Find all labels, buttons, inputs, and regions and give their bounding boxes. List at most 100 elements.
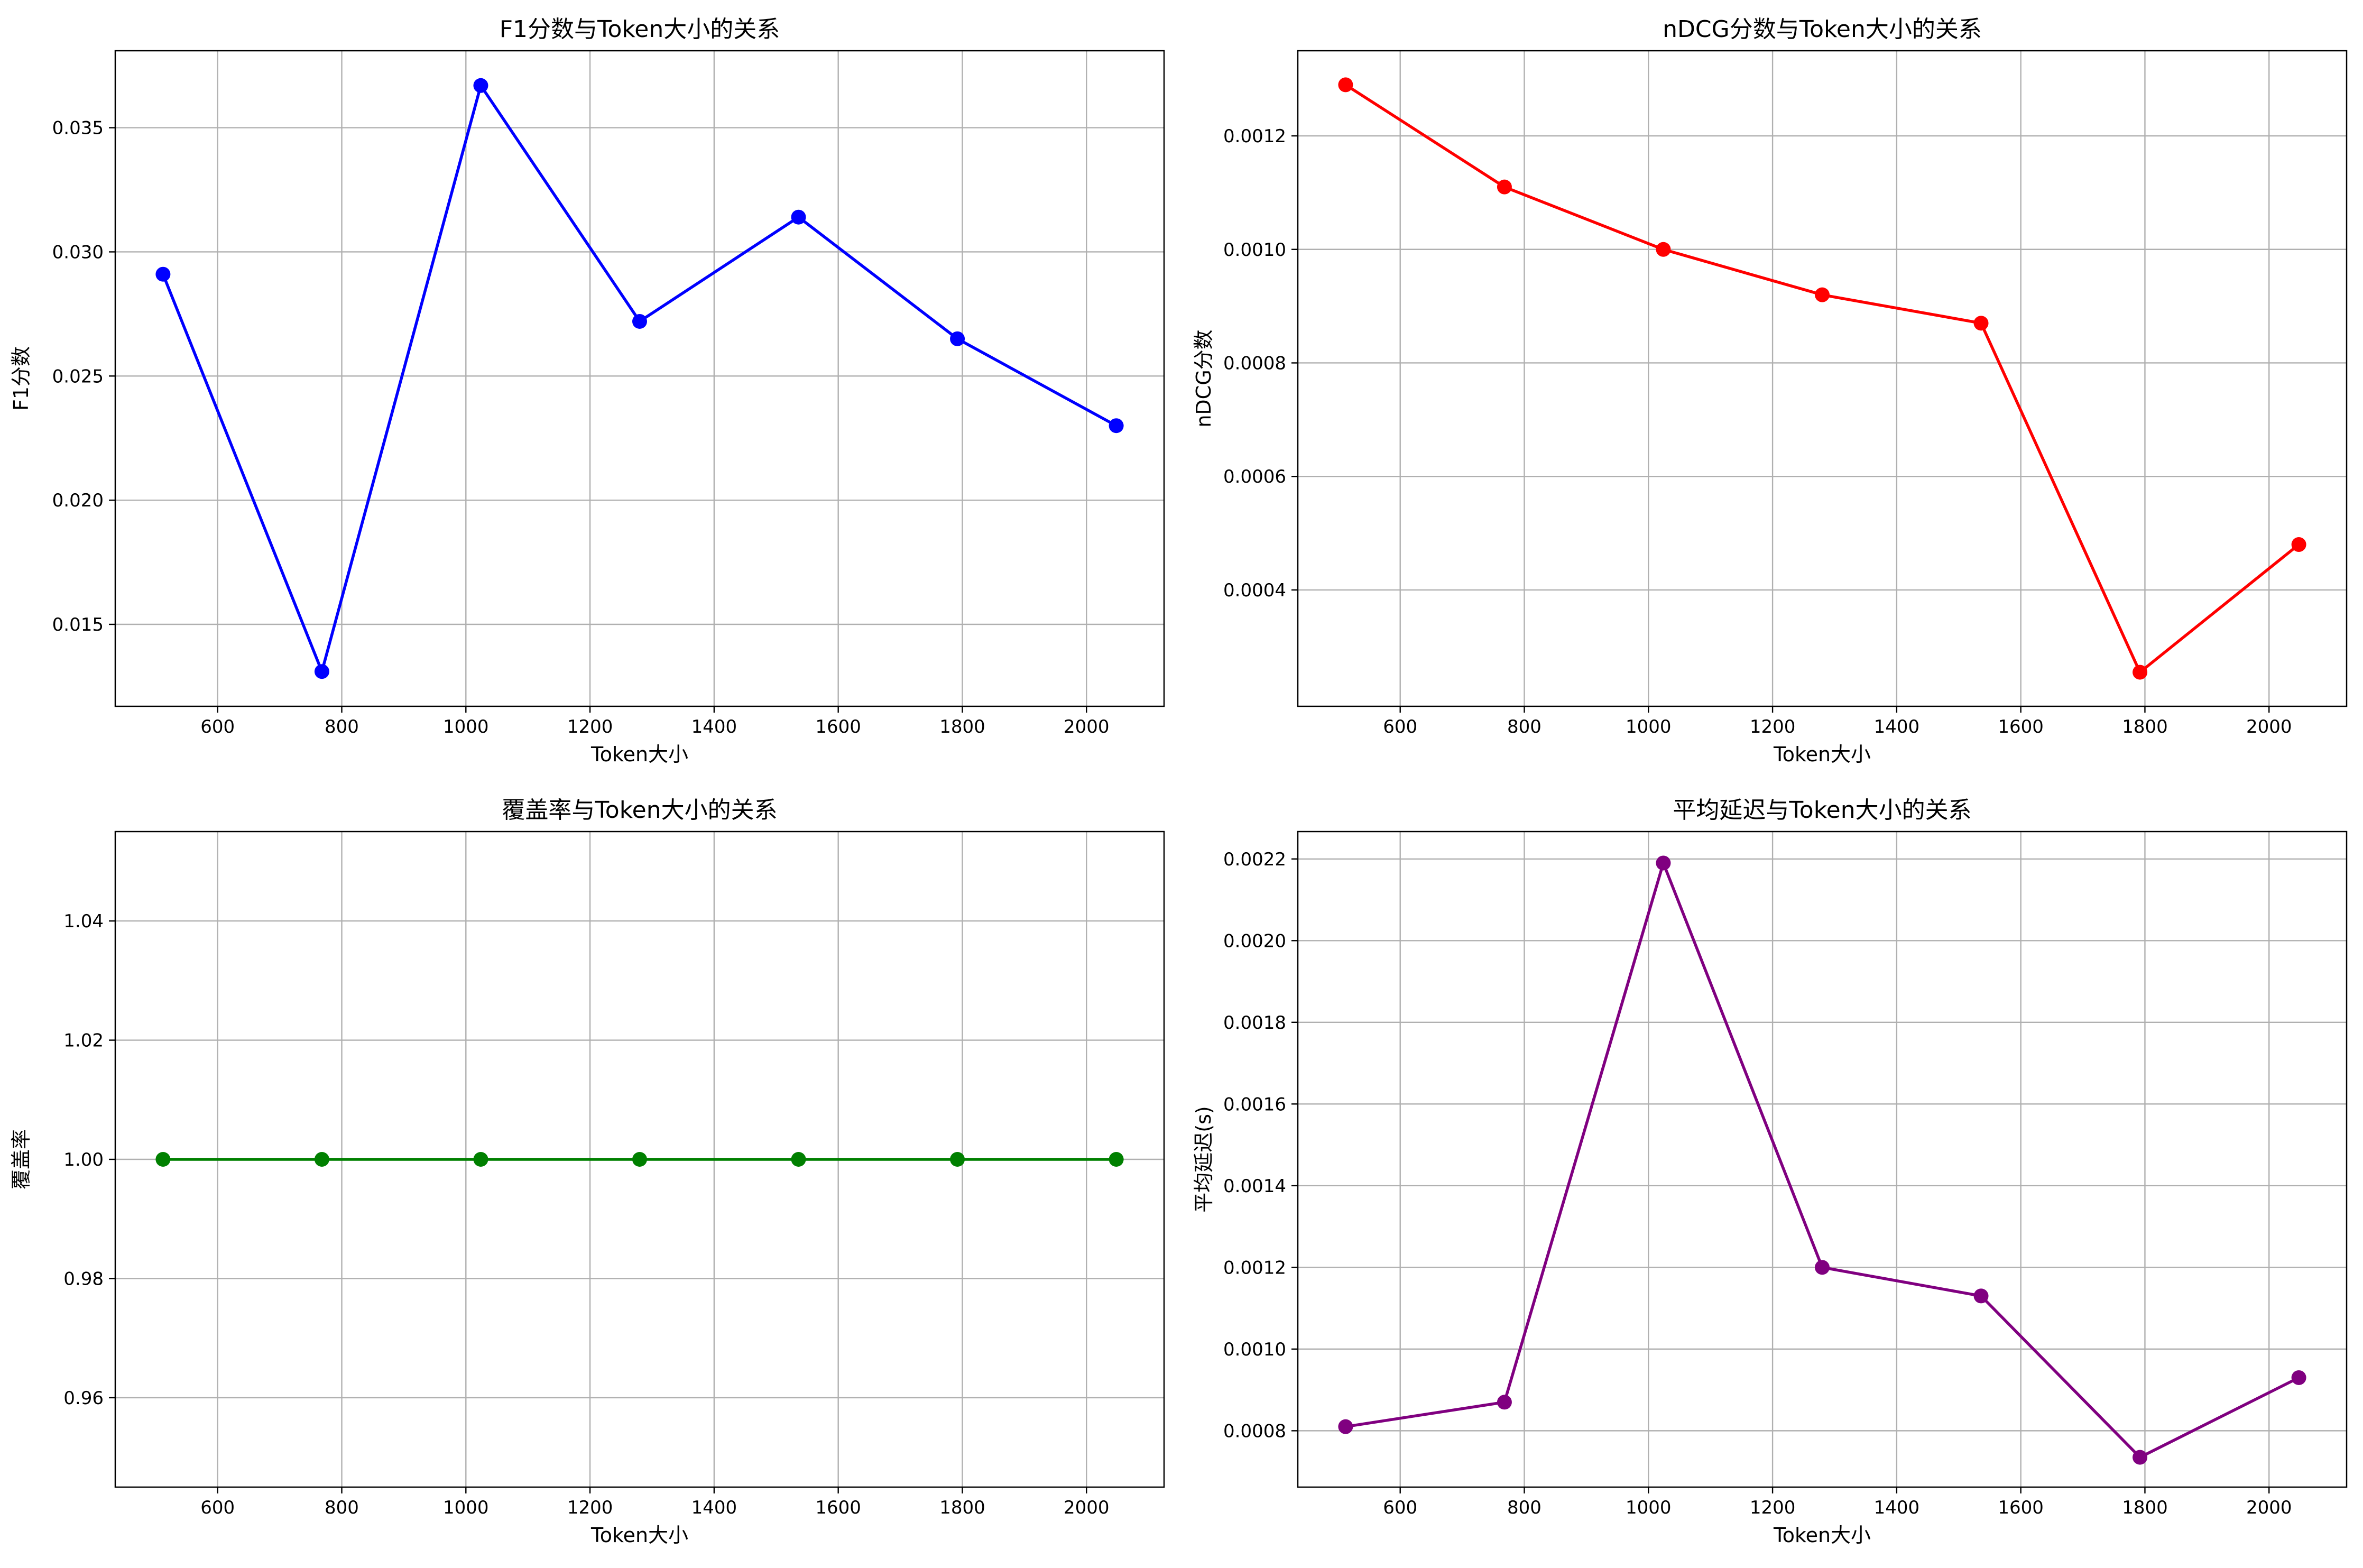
y-tick-label: 0.020 — [52, 490, 104, 511]
series-line — [1345, 861, 2300, 1459]
x-tick-label: 1800 — [2122, 1497, 2168, 1518]
x-tick-label: 1400 — [1874, 1497, 1920, 1518]
plot-frame — [1297, 50, 2348, 707]
chart-panel-2: 600 800 1000 1200 1400 1600 1800 2000 0.0004 0.00… — [1192, 16, 2348, 766]
y-axis-label: 覆盖率 — [10, 1129, 33, 1189]
y-tick-label: 0.0016 — [1223, 1094, 1286, 1115]
y-tick-label: 0.0020 — [1223, 930, 1286, 952]
y-tick-label: 0.030 — [52, 242, 104, 263]
data-point — [155, 266, 171, 282]
data-point — [473, 78, 488, 93]
y-tick-label: 0.015 — [52, 614, 104, 635]
data-point — [2133, 1450, 2148, 1465]
data-point — [791, 1152, 806, 1167]
x-tick-label: 1400 — [691, 1497, 737, 1518]
data-point — [1497, 1395, 1512, 1410]
y-tick-label: 0.0012 — [1223, 1257, 1286, 1278]
y-axis-label: F1分数 — [10, 346, 33, 411]
data-point — [632, 313, 647, 329]
data-point — [1815, 287, 1830, 302]
x-tick-label: 1200 — [1750, 1497, 1796, 1518]
series-line — [161, 84, 1117, 673]
x-tick-label: 600 — [200, 1497, 235, 1518]
x-tick-label: 1200 — [1750, 716, 1796, 737]
x-tick-label: 1600 — [1998, 716, 2044, 737]
x-axis-label: Token大小 — [590, 743, 688, 766]
data-point — [950, 331, 965, 346]
x-tick-label: 1200 — [567, 1497, 613, 1518]
data-point — [314, 664, 329, 679]
data-point — [155, 1152, 171, 1167]
data-point — [632, 1152, 647, 1167]
x-tick-label: 800 — [1507, 1497, 1542, 1518]
x-tick-label: 1000 — [1626, 1497, 1672, 1518]
data-point — [791, 209, 806, 225]
data-point — [950, 1152, 965, 1167]
x-tick-label: 1000 — [1626, 716, 1672, 737]
data-point — [1497, 179, 1512, 195]
plot-frame — [1297, 831, 2348, 1488]
data-point — [1973, 316, 1989, 331]
data-point — [2291, 1370, 2306, 1385]
data-point — [1338, 77, 1353, 93]
x-tick-label: 2000 — [1064, 716, 1110, 737]
x-axis-label: Token大小 — [1773, 1524, 1871, 1547]
x-tick-label: 2000 — [2246, 716, 2292, 737]
chart-title: 平均延迟与Token大小的关系 — [1673, 797, 1971, 824]
data-point — [1656, 855, 1671, 871]
y-tick-label: 0.0018 — [1223, 1012, 1286, 1034]
chart-panel-4: 600 800 1000 1200 1400 1600 1800 2000 0.0008 0.00… — [1192, 797, 2348, 1547]
chart-panel-1: 600 800 1000 1200 1400 1600 1800 2000 0.015 0.020… — [10, 16, 1165, 766]
data-point — [2133, 665, 2148, 680]
y-tick-label: 0.0008 — [1223, 353, 1286, 374]
x-tick-label: 800 — [325, 1497, 359, 1518]
y-tick-label: 1.00 — [63, 1149, 104, 1170]
y-tick-label: 0.0010 — [1223, 1339, 1286, 1360]
data-point — [1109, 418, 1124, 433]
y-tick-label: 0.0022 — [1223, 849, 1286, 870]
x-tick-label: 1600 — [1998, 1497, 2044, 1518]
y-tick-label: 0.0012 — [1223, 126, 1286, 147]
chart-title: 覆盖率与Token大小的关系 — [502, 797, 777, 824]
x-tick-label: 2000 — [2246, 1497, 2292, 1518]
plot-frame — [114, 50, 1165, 707]
x-tick-label: 1800 — [2122, 716, 2168, 737]
y-tick-label: 0.0008 — [1223, 1421, 1286, 1442]
y-tick-label: 0.96 — [63, 1388, 104, 1409]
chart-panel-3: 600 800 1000 1200 1400 1600 1800 2000 0.96 0.98 1.… — [10, 797, 1165, 1547]
y-tick-label: 0.035 — [52, 118, 104, 139]
x-tick-label: 1600 — [815, 716, 861, 737]
data-point — [1815, 1260, 1830, 1275]
x-tick-label: 1600 — [815, 1497, 861, 1518]
y-tick-label: 0.025 — [52, 366, 104, 387]
x-tick-label: 800 — [1507, 716, 1542, 737]
data-point — [1109, 1152, 1124, 1167]
x-tick-label: 600 — [200, 716, 235, 737]
y-tick-label: 0.0010 — [1223, 239, 1286, 261]
series-line — [1344, 84, 2300, 674]
x-tick-label: 2000 — [1064, 1497, 1110, 1518]
y-tick-label: 1.02 — [63, 1030, 104, 1052]
data-point — [1973, 1288, 1989, 1304]
data-point — [1338, 1419, 1353, 1434]
x-axis-label: Token大小 — [1773, 743, 1871, 766]
data-point — [314, 1152, 329, 1167]
y-tick-label: 0.98 — [63, 1268, 104, 1289]
x-tick-label: 1800 — [939, 716, 985, 737]
x-tick-label: 1800 — [939, 1497, 985, 1518]
x-tick-label: 1000 — [443, 716, 489, 737]
x-tick-label: 1400 — [691, 716, 737, 737]
x-tick-label: 600 — [1383, 716, 1417, 737]
data-point — [1656, 242, 1671, 257]
y-axis-label: nDCG分数 — [1192, 329, 1215, 427]
chart-title: nDCG分数与Token大小的关系 — [1663, 16, 1982, 43]
data-point — [2291, 537, 2306, 552]
y-axis-label: 平均延迟(s) — [1192, 1106, 1215, 1212]
y-tick-label: 1.04 — [63, 911, 104, 932]
x-axis-label: Token大小 — [590, 1524, 688, 1547]
x-tick-label: 1000 — [443, 1497, 489, 1518]
x-tick-label: 600 — [1383, 1497, 1417, 1518]
x-tick-label: 800 — [325, 716, 359, 737]
x-tick-label: 1400 — [1874, 716, 1920, 737]
